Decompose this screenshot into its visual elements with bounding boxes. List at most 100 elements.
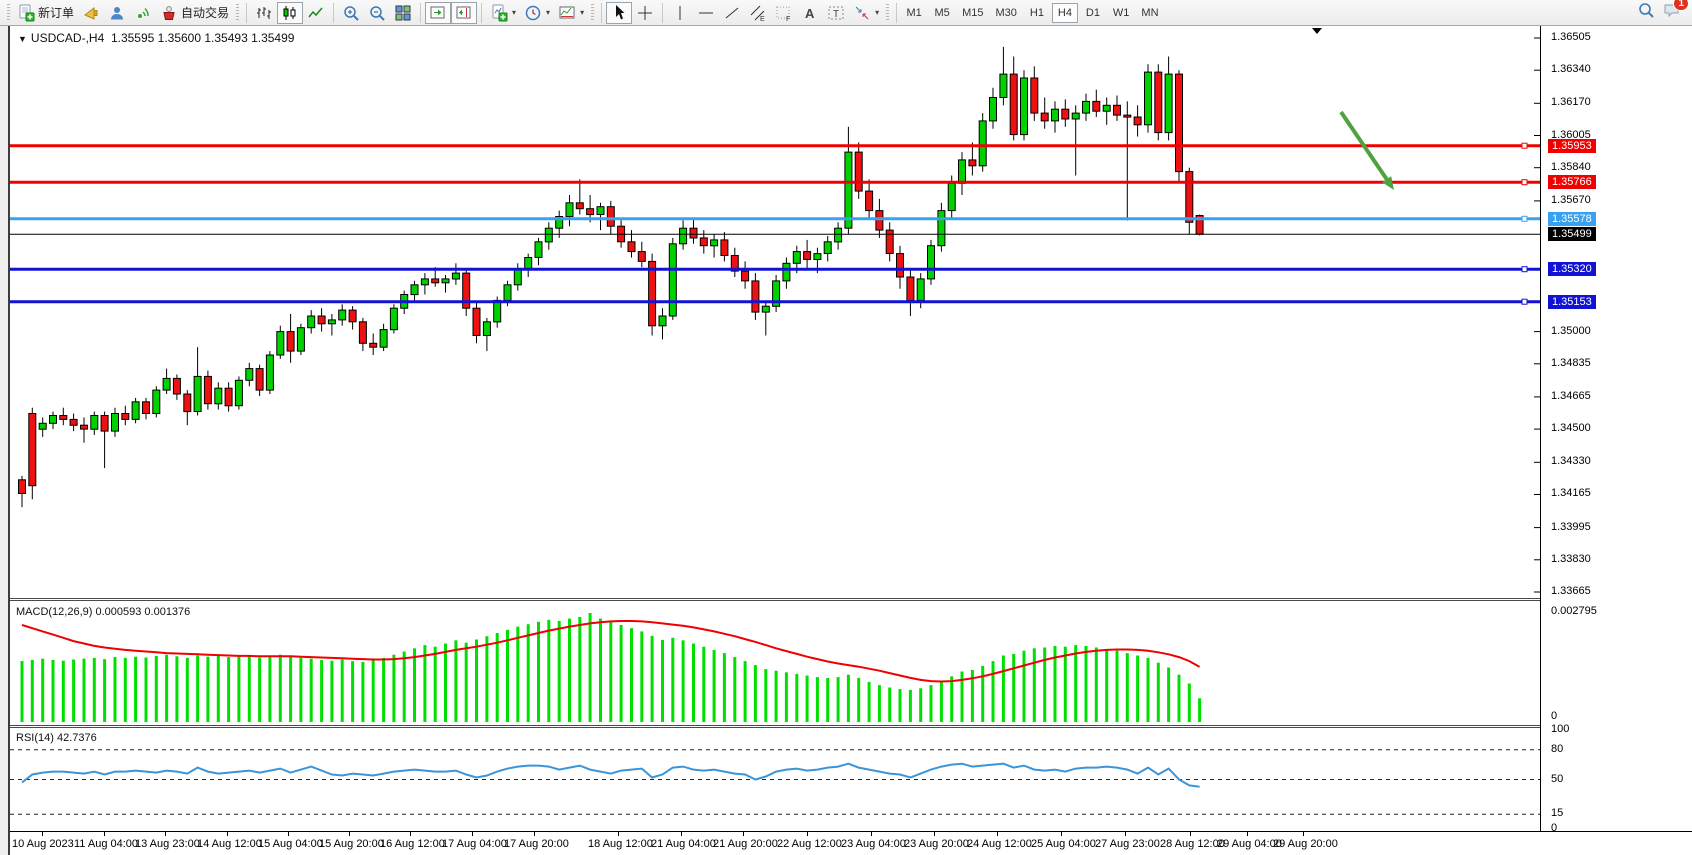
chart-title: ▼ USDCAD-,H4 1.35595 1.35600 1.35493 1.35… (18, 31, 294, 45)
macd-scale-max: 0.002795 (1551, 605, 1597, 617)
text-label-tool-button[interactable]: T (823, 2, 849, 24)
new-order-button[interactable]: 新订单 (13, 2, 78, 24)
timeframe-button-m5[interactable]: M5 (929, 3, 955, 23)
timeframe-button-h1[interactable]: H1 (1024, 3, 1050, 23)
text-tool-button[interactable]: A (797, 2, 823, 24)
time-tick-mark (743, 832, 744, 836)
toolbar-grip[interactable] (591, 3, 595, 22)
timeframe-button-w1[interactable]: W1 (1108, 3, 1135, 23)
time-tick-mark (1303, 832, 1304, 836)
time-axis-label: 22 Aug 12:00 (777, 838, 842, 850)
pane-separator[interactable] (10, 598, 1692, 601)
horizontal-line-tool-button[interactable] (693, 2, 719, 24)
equidistant-channel-tool-button[interactable]: E (745, 2, 771, 24)
time-tick-mark (934, 832, 935, 836)
dropdown-caret-icon: ▾ (512, 8, 517, 17)
pane-separator[interactable] (10, 725, 1692, 728)
time-axis-label: 23 Aug 20:00 (904, 838, 969, 850)
chart-content: ▼ USDCAD-,H4 1.35595 1.35600 1.35493 1.35… (8, 26, 1692, 855)
separator (896, 2, 898, 23)
zoom-in-button[interactable] (338, 2, 364, 24)
time-tick-mark (1190, 832, 1191, 836)
ohlc-values: 1.35595 1.35600 1.35493 1.35499 (110, 31, 295, 45)
rsi-pane[interactable] (10, 728, 1540, 831)
auto-trading-label: 自动交易 (181, 6, 230, 20)
timeframe-button-h4[interactable]: H4 (1051, 2, 1078, 23)
indicators-button[interactable]: ▾ (486, 2, 520, 24)
time-tick-mark (807, 832, 808, 836)
macd-indicator-label: MACD(12,26,9) 0.000593 0.001376 (16, 606, 191, 618)
toolbar-grip[interactable] (236, 3, 240, 22)
separator (662, 2, 664, 23)
svg-text:A: A (805, 6, 815, 21)
chart-marker-icon (1312, 28, 1322, 34)
time-axis[interactable]: 10 Aug 2023 11 Aug 04:00 13 Aug 23:00 14 Au… (10, 831, 1692, 855)
macd-pane[interactable] (10, 601, 1540, 725)
separator (246, 2, 248, 23)
zoom-out-icon (370, 5, 385, 21)
arrows-tool-button[interactable]: ▾ (849, 2, 883, 24)
cursor-icon (616, 4, 625, 19)
time-axis-label: 29 Aug 04:00 (1217, 838, 1282, 850)
main-chart-pane[interactable] (10, 26, 1540, 598)
time-tick-mark (618, 832, 619, 836)
community-button[interactable] (104, 2, 130, 24)
price-tick-label: 1.34330 (1551, 455, 1591, 467)
signal-icon (138, 7, 149, 18)
time-tick-mark (349, 832, 350, 836)
price-axis[interactable]: 1.36505 1.36340 1.36170 1.36005 1.35840 1.356… (1540, 26, 1692, 834)
zoom-out-button[interactable] (364, 2, 390, 24)
tile-windows-button[interactable] (390, 2, 416, 24)
timeframe-toolbar: M1 M5 M15 M30 H1 H4 D1 W1 MN (901, 2, 1163, 23)
timeframe-button-m30[interactable]: M30 (991, 3, 1022, 23)
time-tick-mark (997, 832, 998, 836)
toolbar-grip[interactable] (886, 3, 890, 22)
time-axis-label: 13 Aug 23:00 (135, 838, 200, 850)
fibonacci-tool-button[interactable]: F (771, 2, 797, 24)
chart-window: ▼ USDCAD-,H4 1.35595 1.35600 1.35493 1.35… (0, 26, 1692, 855)
notifications-button[interactable] (78, 2, 104, 24)
auto-trading-button[interactable]: 自动交易 (156, 2, 233, 24)
line-chart-button[interactable] (303, 2, 329, 24)
time-axis-label: 29 Aug 20:00 (1273, 838, 1338, 850)
search-icon[interactable] (1637, 1, 1655, 24)
timeframe-button-m1[interactable]: M1 (901, 3, 927, 23)
time-axis-label: 17 Aug 20:00 (504, 838, 569, 850)
macd-scale-zero: 0 (1551, 710, 1558, 722)
dropdown-caret-icon: ▾ (875, 8, 880, 17)
time-axis-label: 17 Aug 04:00 (442, 838, 507, 850)
rsi-scale-label: 0 (1551, 822, 1558, 834)
zoom-in-icon (344, 5, 359, 21)
periods-button[interactable]: ▾ (520, 2, 554, 24)
price-tick-label: 1.36340 (1551, 63, 1591, 75)
chat-button[interactable]: 1 (1663, 0, 1689, 24)
timeframe-button-mn[interactable]: MN (1136, 3, 1163, 23)
time-tick-mark (534, 832, 535, 836)
price-tick-label: 1.33665 (1551, 585, 1591, 597)
time-tick-mark (288, 832, 289, 836)
cursor-tool-button[interactable] (606, 1, 633, 24)
new-order-icon (19, 4, 35, 21)
news-button[interactable] (130, 2, 156, 24)
bar-chart-button[interactable] (251, 2, 277, 24)
price-tick-label: 1.34165 (1551, 487, 1591, 499)
time-axis-label: 21 Aug 04:00 (651, 838, 716, 850)
collapse-triangle-icon[interactable]: ▼ (18, 34, 27, 44)
chart-shift-button[interactable] (451, 1, 478, 24)
macd-signal-line (21, 620, 1201, 683)
timeframe-button-d1[interactable]: D1 (1080, 3, 1106, 23)
vertical-line-tool-button[interactable] (667, 2, 693, 24)
auto-trading-icon (163, 5, 175, 20)
svg-text:E: E (760, 16, 765, 22)
crosshair-tool-button[interactable] (632, 2, 658, 24)
price-tick-label: 1.33830 (1551, 553, 1591, 565)
clock-icon (525, 5, 541, 20)
candlestick-chart-button[interactable] (277, 1, 304, 24)
toolbar-grip[interactable] (7, 3, 10, 22)
vertical-line-icon (679, 5, 681, 20)
auto-scroll-button[interactable] (425, 1, 452, 24)
templates-button[interactable]: ▾ (554, 2, 588, 24)
indicators-icon (492, 4, 508, 21)
timeframe-button-m15[interactable]: M15 (957, 3, 988, 23)
trendline-tool-button[interactable] (719, 2, 745, 24)
